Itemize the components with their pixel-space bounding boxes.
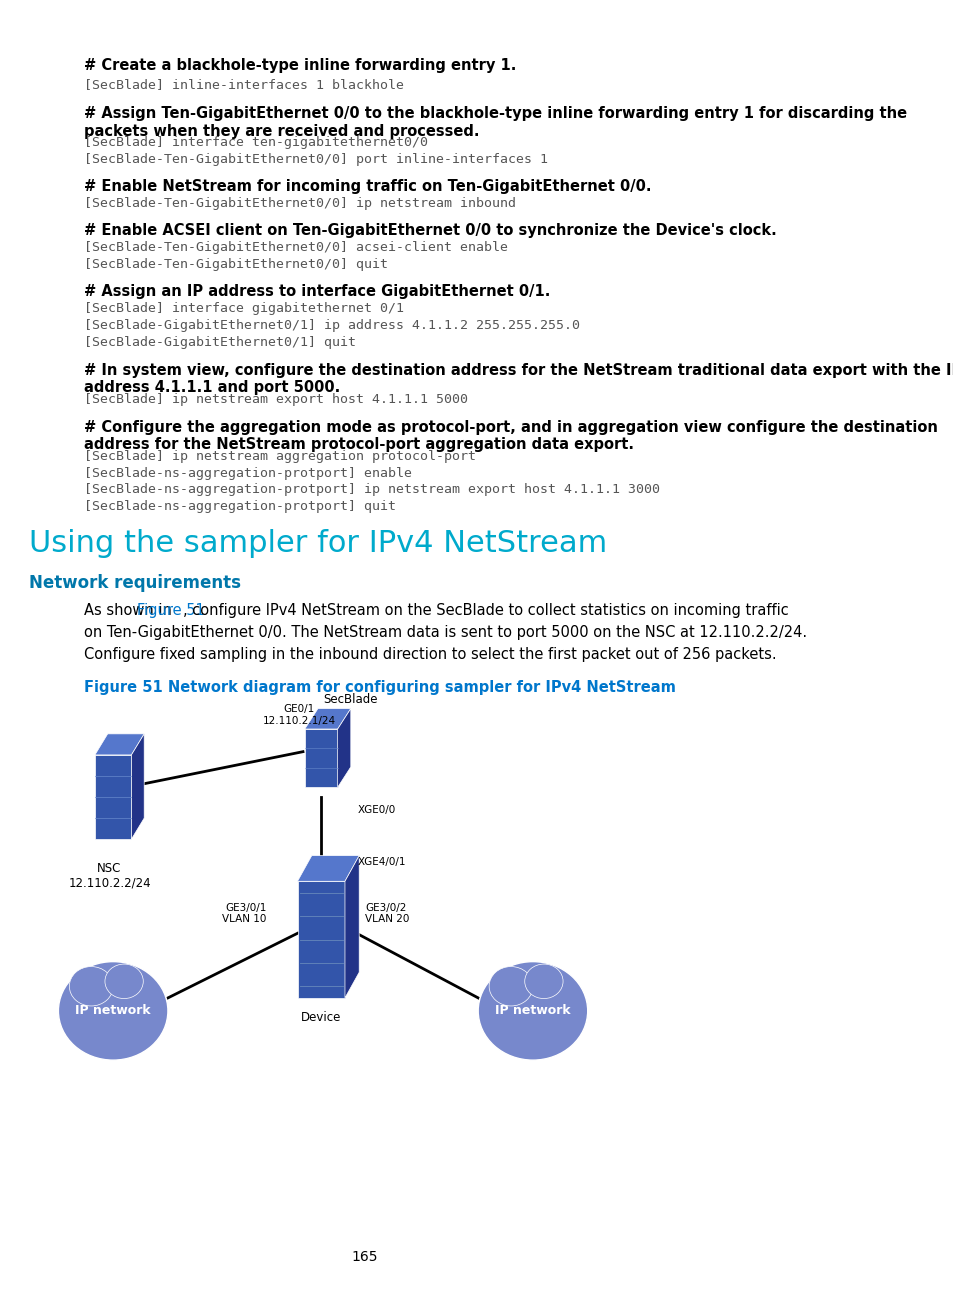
Text: [SecBlade] ip netstream aggregation protocol-port: [SecBlade] ip netstream aggregation prot… xyxy=(84,450,476,463)
Text: [SecBlade-GigabitEthernet0/1] ip address 4.1.1.2 255.255.255.0: [SecBlade-GigabitEthernet0/1] ip address… xyxy=(84,319,579,332)
Text: # Assign an IP address to interface GigabitEthernet 0/1.: # Assign an IP address to interface Giga… xyxy=(84,284,550,299)
Text: NSC
12.110.2.2/24: NSC 12.110.2.2/24 xyxy=(68,862,151,890)
Ellipse shape xyxy=(58,962,168,1060)
Text: Network requirements: Network requirements xyxy=(30,574,241,592)
Polygon shape xyxy=(345,855,359,998)
Ellipse shape xyxy=(524,964,562,999)
Text: [SecBlade-Ten-GigabitEthernet0/0] quit: [SecBlade-Ten-GigabitEthernet0/0] quit xyxy=(84,258,388,271)
Ellipse shape xyxy=(494,1013,559,1047)
Polygon shape xyxy=(297,855,359,881)
Text: XGE0/0: XGE0/0 xyxy=(357,805,395,815)
Ellipse shape xyxy=(70,967,113,1006)
Text: GE0/1
12.110.2.1/24: GE0/1 12.110.2.1/24 xyxy=(262,704,335,726)
Ellipse shape xyxy=(74,1013,140,1047)
Text: GE3/0/1
VLAN 10: GE3/0/1 VLAN 10 xyxy=(222,903,266,924)
Text: [SecBlade] ip netstream export host 4.1.1.1 5000: [SecBlade] ip netstream export host 4.1.… xyxy=(84,393,468,406)
Text: # In system view, configure the destination address for the NetStream traditiona: # In system view, configure the destinat… xyxy=(84,363,953,395)
Text: # Assign Ten-GigabitEthernet 0/0 to the blackhole-type inline forwarding entry 1: # Assign Ten-GigabitEthernet 0/0 to the … xyxy=(84,106,906,139)
Text: # Create a blackhole-type inline forwarding entry 1.: # Create a blackhole-type inline forward… xyxy=(84,58,516,74)
Ellipse shape xyxy=(105,964,143,999)
Text: IP network: IP network xyxy=(495,1004,570,1017)
Text: SecBlade: SecBlade xyxy=(323,693,377,706)
Text: # Configure the aggregation mode as protocol-port, and in aggregation view confi: # Configure the aggregation mode as prot… xyxy=(84,420,937,452)
Text: Figure 51 Network diagram for configuring sampler for IPv4 NetStream: Figure 51 Network diagram for configurin… xyxy=(84,680,675,696)
Text: [SecBlade-ns-aggregation-protport] quit: [SecBlade-ns-aggregation-protport] quit xyxy=(84,500,395,513)
Text: As shown in: As shown in xyxy=(84,603,176,618)
Text: on Ten-GigabitEthernet 0/0. The NetStream data is sent to port 5000 on the NSC a: on Ten-GigabitEthernet 0/0. The NetStrea… xyxy=(84,625,806,640)
Text: [SecBlade] interface ten-gigabitethernet0/0: [SecBlade] interface ten-gigabitethernet… xyxy=(84,136,428,149)
Text: # Enable NetStream for incoming traffic on Ten-GigabitEthernet 0/0.: # Enable NetStream for incoming traffic … xyxy=(84,179,651,194)
Text: [SecBlade] interface gigabitethernet 0/1: [SecBlade] interface gigabitethernet 0/1 xyxy=(84,302,403,315)
Polygon shape xyxy=(305,728,337,788)
Ellipse shape xyxy=(489,967,533,1006)
Text: XGE4/0/1: XGE4/0/1 xyxy=(357,857,406,867)
Text: [SecBlade-Ten-GigabitEthernet0/0] ip netstream inbound: [SecBlade-Ten-GigabitEthernet0/0] ip net… xyxy=(84,197,516,210)
Text: [SecBlade-GigabitEthernet0/1] quit: [SecBlade-GigabitEthernet0/1] quit xyxy=(84,336,355,349)
Polygon shape xyxy=(132,734,144,840)
Text: IP network: IP network xyxy=(75,1004,151,1017)
Text: [SecBlade-ns-aggregation-protport] ip netstream export host 4.1.1.1 3000: [SecBlade-ns-aggregation-protport] ip ne… xyxy=(84,483,659,496)
Polygon shape xyxy=(297,881,345,998)
Ellipse shape xyxy=(477,962,587,1060)
Text: [SecBlade-Ten-GigabitEthernet0/0] port inline-interfaces 1: [SecBlade-Ten-GigabitEthernet0/0] port i… xyxy=(84,153,547,166)
Text: Figure 51: Figure 51 xyxy=(136,603,204,618)
Text: 165: 165 xyxy=(352,1251,378,1264)
Text: Using the sampler for IPv4 NetStream: Using the sampler for IPv4 NetStream xyxy=(30,529,607,557)
Text: [SecBlade] inline-interfaces 1 blackhole: [SecBlade] inline-interfaces 1 blackhole xyxy=(84,78,403,91)
Text: [SecBlade-ns-aggregation-protport] enable: [SecBlade-ns-aggregation-protport] enabl… xyxy=(84,467,412,480)
Text: , configure IPv4 NetStream on the SecBlade to collect statistics on incoming tra: , configure IPv4 NetStream on the SecBla… xyxy=(182,603,787,618)
Polygon shape xyxy=(337,709,351,788)
Text: [SecBlade-Ten-GigabitEthernet0/0] acsei-client enable: [SecBlade-Ten-GigabitEthernet0/0] acsei-… xyxy=(84,241,507,254)
Polygon shape xyxy=(305,709,351,728)
Text: Configure fixed sampling in the inbound direction to select the first packet out: Configure fixed sampling in the inbound … xyxy=(84,647,776,662)
Text: # Enable ACSEI client on Ten-GigabitEthernet 0/0 to synchronize the Device's clo: # Enable ACSEI client on Ten-GigabitEthe… xyxy=(84,223,776,238)
Text: Device: Device xyxy=(301,1011,341,1024)
Polygon shape xyxy=(94,754,132,840)
Text: GE3/0/2
VLAN 20: GE3/0/2 VLAN 20 xyxy=(365,903,409,924)
Polygon shape xyxy=(94,734,144,754)
